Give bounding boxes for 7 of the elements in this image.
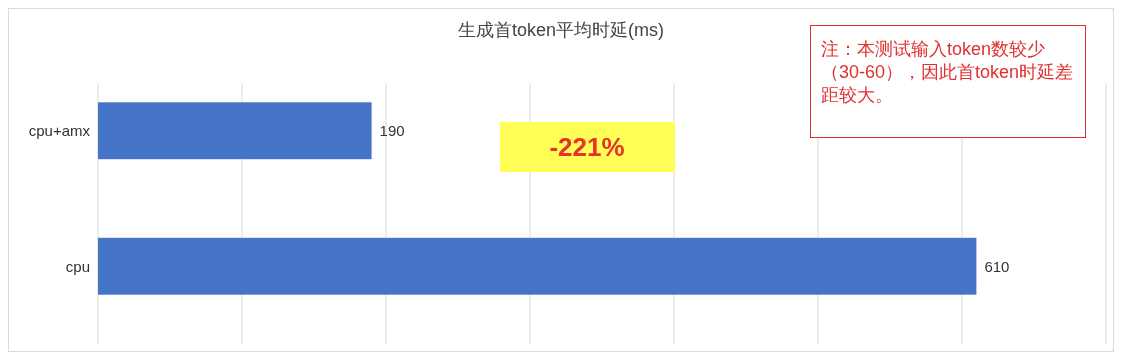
y-tick-label: cpu bbox=[65, 257, 90, 275]
y-tick-label: cpu+amx bbox=[28, 122, 91, 139]
note-box: 注：本测试输入token数较少（30-60），因此首token时延差距较大。 bbox=[810, 25, 1086, 138]
data-label: 190 bbox=[379, 122, 405, 139]
annotation: -221% bbox=[549, 132, 625, 163]
chart-title: 生成首token平均时延(ms) bbox=[457, 20, 665, 40]
data-label: 610 bbox=[984, 257, 1010, 275]
